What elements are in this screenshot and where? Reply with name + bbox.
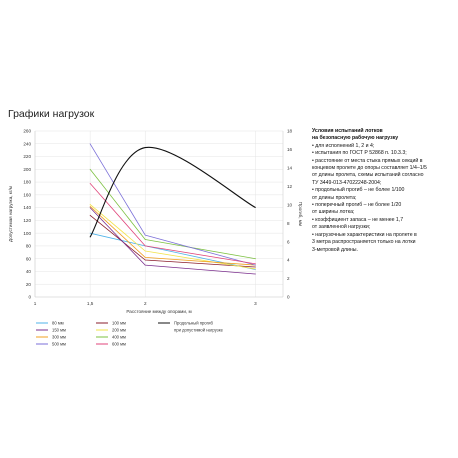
test-condition-line: 3-метровой длины. (312, 246, 358, 253)
deflection-line (89, 147, 256, 238)
series-point (144, 245, 146, 247)
test-conditions-panel: Условия испытаний лотков на безопасную р… (312, 128, 454, 254)
series-point (89, 204, 91, 205)
series-point (144, 259, 146, 261)
y-tick-label: 260 (23, 129, 31, 134)
y-tick-label: 0 (28, 295, 31, 300)
y-tick-label: 140 (23, 205, 31, 210)
chart-series (89, 143, 256, 275)
y2-axis-label: Прогиб, мм (298, 202, 303, 226)
series-point (255, 268, 256, 270)
y-tick-label: 20 (26, 282, 32, 287)
legend-label: 500 мм (52, 342, 66, 347)
test-condition-line: от заявленной нагрузки; (312, 224, 371, 231)
y2-tick-label: 10 (287, 202, 293, 207)
series-point (89, 232, 91, 234)
y2-tick-label: 12 (287, 184, 293, 189)
deflection-point (255, 207, 256, 208)
y-tick-label: 60 (26, 256, 32, 261)
legend-label: 600 мм (112, 342, 126, 347)
series-point (255, 266, 256, 268)
x-tick-label: 2 (144, 301, 147, 306)
y-tick-label: 80 (26, 244, 32, 249)
test-condition-line: • расстояние от места стыка прямых секци… (312, 157, 423, 164)
test-condition-line: • для исполнений 1, 2 и 4; (312, 142, 375, 149)
y2-tick-label: 4 (287, 258, 290, 263)
chart-axes: 0 20 40 60 80 100 120 140 160 180 200 220 240 260 0 2 4 6… (23, 129, 292, 306)
test-condition-line: 3 метра распространяется только на лотки (312, 239, 416, 246)
y-tick-label: 180 (23, 180, 31, 185)
y2-tick-label: 2 (287, 276, 290, 281)
y2-tick-label: 8 (287, 221, 290, 226)
chart-legend: 80 мм 100 мм 150 мм 200 мм 300 мм 400 мм 500 м… (36, 321, 224, 347)
legend-label: 100 мм (112, 321, 126, 326)
y-tick-label: 100 (23, 231, 31, 236)
deflection-point (144, 147, 146, 149)
y-tick-label: 120 (23, 218, 31, 223)
series-point (89, 207, 91, 209)
test-condition-line: концевом пролете до опоры составляет 1/4… (312, 165, 427, 172)
test-condition-line: ТУ 3449-013-47022248-2004; (312, 179, 382, 186)
series-point (144, 234, 146, 236)
y-tick-label: 40 (26, 269, 32, 274)
test-condition-line: • продольный прогиб – не более 1/100 (312, 187, 405, 194)
series-point (89, 182, 91, 184)
series-line (89, 143, 256, 266)
deflection-point (89, 236, 91, 238)
test-condition-line: от ширины лотка; (312, 209, 355, 216)
series-point (89, 168, 91, 170)
series-point (89, 143, 91, 145)
test-conditions-title-line: на безопасную рабочую нагрузку (312, 135, 399, 142)
series-point (144, 250, 146, 252)
series-point (144, 257, 146, 258)
y2-tick-label: 6 (287, 239, 290, 244)
y-tick-label: 220 (23, 154, 31, 159)
y-tick-label: 240 (23, 141, 31, 146)
y-tick-label: 200 (23, 167, 31, 172)
x-tick-label: 1 (34, 301, 37, 306)
chart-grid (34, 130, 283, 298)
series-point (144, 239, 146, 240)
x-tick-label: 1,5 (87, 301, 94, 306)
series-point (255, 273, 256, 275)
legend-label: 200 мм (112, 328, 126, 333)
test-condition-line: • поперечный прогиб – не более 1/20 (312, 202, 402, 209)
series-point (89, 214, 91, 216)
legend-label: 300 мм (52, 335, 66, 340)
test-condition-line: • коэффициент запаса – не менее 1,7 (312, 216, 404, 223)
x-tick-label: 3 (254, 301, 257, 306)
test-condition-line: от длины пролета; (312, 194, 357, 201)
y2-tick-label: 14 (287, 165, 293, 170)
x-axis-label: Расстояние между опорами, м (126, 309, 191, 314)
test-condition-line: • испытания по ГОСТ Р 52868 п. 10.3.3; (312, 150, 407, 157)
y2-tick-label: 16 (287, 147, 293, 152)
y-tick-label: 160 (23, 192, 31, 197)
test-conditions-title: Условия испытаний лотков на безопасную р… (312, 128, 454, 143)
series-point (255, 263, 256, 265)
test-condition-line: • нагрузочные характеристики на пролете … (312, 231, 417, 238)
series-point (144, 264, 146, 266)
series-line (89, 169, 256, 260)
legend-label: 400 мм (112, 335, 126, 340)
y-axis-label: Допустимая нагрузка, кг/м (8, 186, 13, 242)
legend-label: Продольный прогиб (174, 321, 213, 326)
page-title: Графики нагрузок (8, 108, 95, 120)
y2-tick-label: 18 (287, 129, 293, 134)
legend-label: 150 мм (52, 328, 66, 333)
legend-label: при допустимой нагрузке (174, 328, 224, 333)
legend-label: 80 мм (52, 321, 64, 326)
test-condition-line: от длины пролета, схемы испытаний соглас… (312, 172, 424, 179)
y2-tick-label: 0 (287, 295, 290, 300)
series-point (255, 264, 256, 266)
series-line (90, 232, 256, 270)
series-point (255, 258, 256, 260)
series-point (255, 269, 256, 270)
series-point (89, 205, 91, 207)
test-conditions-title-line: Условия испытаний лотков (312, 128, 383, 134)
